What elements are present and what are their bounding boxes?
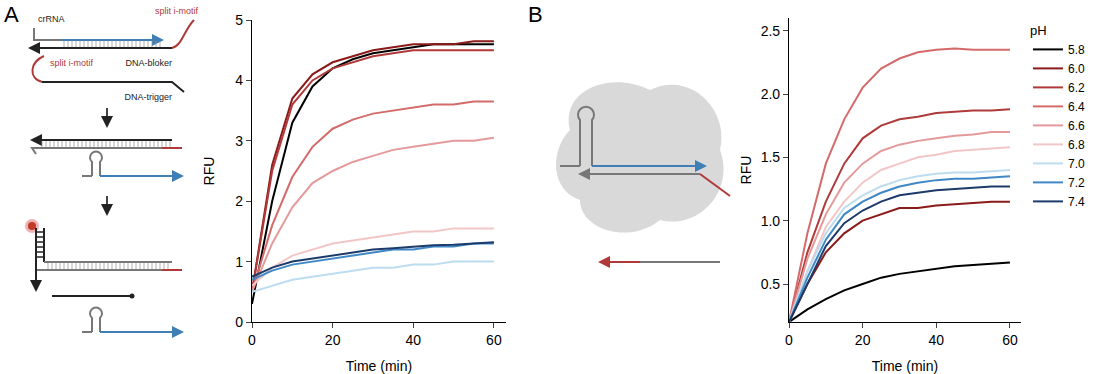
svg-text:60: 60 (486, 332, 502, 348)
svg-text:6.8: 6.8 (1068, 138, 1085, 152)
svg-text:RFU: RFU (201, 157, 217, 186)
svg-text:7.2: 7.2 (1068, 176, 1085, 190)
svg-text:40: 40 (405, 332, 421, 348)
svg-text:7.4: 7.4 (1068, 195, 1085, 209)
svg-text:3: 3 (235, 133, 243, 149)
svg-text:1: 1 (235, 254, 243, 270)
svg-text:4: 4 (235, 72, 243, 88)
svg-text:1.0: 1.0 (761, 213, 781, 229)
svg-text:7.0: 7.0 (1068, 157, 1085, 171)
svg-text:pH: pH (1030, 23, 1047, 38)
svg-text:RFU: RFU (738, 156, 754, 185)
svg-text:Time (min): Time (min) (872, 358, 938, 374)
svg-text:60: 60 (1002, 332, 1018, 348)
svg-text:20: 20 (325, 332, 341, 348)
svg-text:6.6: 6.6 (1068, 119, 1085, 133)
svg-text:20: 20 (855, 332, 871, 348)
svg-text:6.2: 6.2 (1068, 81, 1085, 95)
svg-text:2: 2 (235, 193, 243, 209)
svg-text:0: 0 (248, 332, 256, 348)
svg-text:1.5: 1.5 (761, 149, 781, 165)
svg-text:6.0: 6.0 (1068, 62, 1085, 76)
svg-text:Time (min): Time (min) (346, 358, 412, 374)
svg-text:5: 5 (235, 12, 243, 28)
svg-text:split i-motif: split i-motif (50, 58, 94, 68)
svg-text:2.5: 2.5 (761, 23, 781, 39)
svg-text:DNA-bloker: DNA-bloker (125, 58, 172, 68)
svg-text:5.8: 5.8 (1068, 43, 1085, 57)
svg-text:2.0: 2.0 (761, 86, 781, 102)
svg-text:crRNA: crRNA (38, 14, 65, 24)
svg-text:0: 0 (235, 314, 243, 330)
html-text:B: B (528, 2, 543, 27)
html-text:A: A (4, 2, 19, 27)
svg-text:0: 0 (785, 332, 793, 348)
svg-text:40: 40 (929, 332, 945, 348)
svg-text:0.5: 0.5 (761, 276, 781, 292)
svg-text:DNA-trigger: DNA-trigger (124, 92, 172, 102)
svg-text:6.4: 6.4 (1068, 100, 1085, 114)
svg-text:split i-motif: split i-motif (155, 6, 199, 16)
